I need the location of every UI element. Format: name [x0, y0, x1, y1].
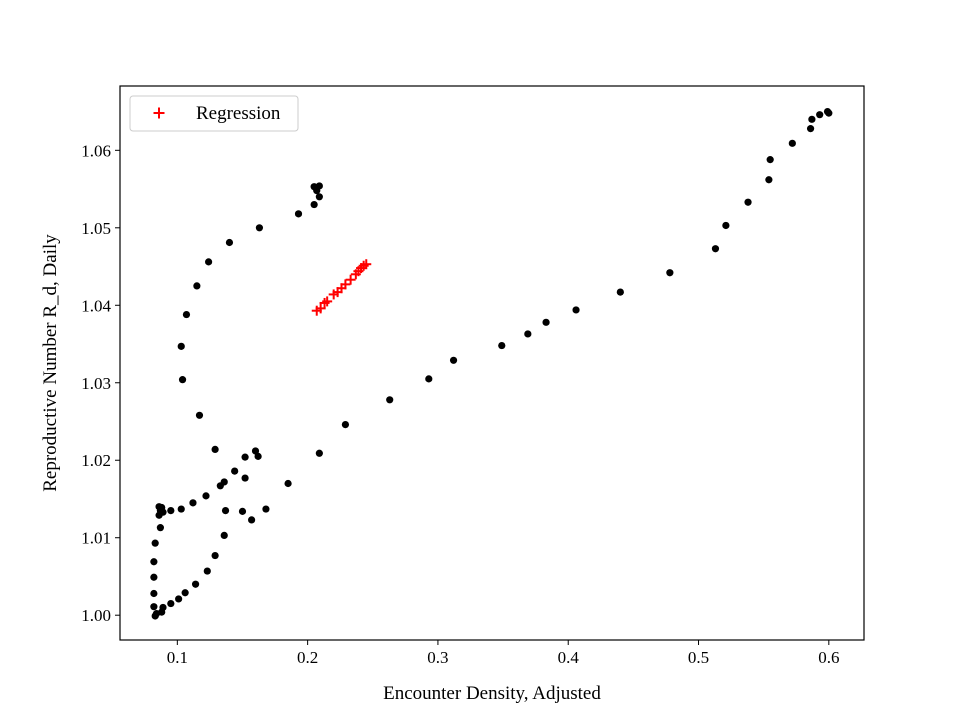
data-point: [150, 603, 158, 611]
data-point: [711, 245, 720, 253]
data-point: [181, 589, 189, 597]
data-point: [341, 420, 350, 429]
data-point: [238, 507, 247, 515]
x-tick-label: 0.5: [688, 648, 709, 667]
data-point: [241, 453, 249, 461]
data-point: [241, 474, 249, 482]
data-point: [666, 269, 674, 277]
plot-frame: [119, 85, 865, 641]
data-point: [765, 176, 773, 184]
data-point: [808, 115, 816, 123]
y-tick-label: 1.05: [81, 219, 111, 238]
data-point: [251, 447, 260, 455]
y-tick-label: 1.03: [81, 374, 111, 393]
x-axis-label: Encounter Density, Adjusted: [383, 683, 601, 704]
data-point: [425, 375, 433, 383]
legend-box: [129, 95, 299, 132]
data-point: [150, 558, 158, 566]
y-axis-label: Reproductive Number R_d, Daily: [40, 234, 61, 492]
x-tick-label: 0.2: [297, 648, 318, 667]
data-point: [788, 139, 796, 147]
data-point: [722, 221, 730, 230]
x-axis: 0.1 0.2 0.3 0.4 0.5 0.6: [167, 640, 839, 667]
legend-marker-regression: [153, 107, 165, 119]
data-point: [191, 580, 200, 588]
x-tick-label: 0.4: [558, 648, 580, 667]
y-tick-label: 1.02: [81, 451, 111, 470]
data-point: [150, 589, 158, 598]
data-point: [205, 258, 213, 266]
data-point: [825, 109, 833, 117]
data-point: [159, 508, 167, 516]
data-point: [175, 595, 183, 603]
data-point: [572, 306, 580, 314]
regression-point: [345, 274, 356, 285]
data-point: [231, 467, 239, 475]
data-point: [177, 342, 185, 350]
data-point: [542, 318, 550, 326]
data-point: [203, 567, 211, 575]
data-point: [211, 551, 219, 560]
data-points: [150, 107, 833, 620]
data-point: [294, 210, 303, 218]
data-point: [220, 531, 228, 539]
data-point: [159, 603, 167, 612]
x-tick-label: 0.3: [427, 648, 448, 667]
data-point: [193, 282, 201, 290]
data-point: [178, 376, 187, 384]
x-tick-label: 0.6: [818, 648, 839, 667]
data-point: [816, 111, 824, 119]
data-point: [315, 449, 323, 457]
regression-point: [322, 296, 333, 307]
legend-label-regression: Regression: [196, 103, 281, 124]
regression-point: [340, 279, 351, 290]
y-tick-label: 1.00: [81, 606, 111, 625]
data-point: [806, 125, 815, 133]
data-point: [225, 238, 234, 247]
data-point: [167, 507, 175, 515]
data-point: [150, 573, 158, 581]
data-point: [254, 452, 262, 460]
regression-point: [361, 259, 372, 270]
data-point: [616, 288, 624, 296]
data-point: [498, 341, 506, 350]
data-point: [211, 445, 219, 453]
legend: Regression: [129, 95, 299, 132]
data-point: [315, 193, 323, 201]
data-point: [202, 492, 210, 500]
data-point: [310, 200, 318, 209]
y-tick-label: 1.04: [81, 296, 111, 315]
data-point: [177, 505, 185, 513]
data-point: [167, 599, 175, 608]
data-point: [248, 516, 256, 524]
data-point: [195, 411, 204, 419]
x-tick-label: 0.1: [167, 648, 188, 667]
data-point: [262, 505, 270, 513]
data-point: [766, 156, 774, 164]
data-point: [220, 478, 228, 486]
data-point: [156, 524, 164, 532]
y-tick-label: 1.01: [81, 529, 111, 548]
y-axis: 1.00 1.01 1.02 1.03 1.04 1.05 1.06: [81, 141, 120, 625]
data-point: [151, 539, 159, 547]
data-point: [221, 507, 230, 515]
data-point: [386, 396, 394, 404]
data-point: [524, 330, 532, 338]
data-point: [255, 224, 264, 232]
data-point: [284, 479, 292, 488]
data-point: [313, 187, 321, 195]
regression-point: [315, 303, 326, 314]
data-point: [182, 310, 191, 319]
data-point: [744, 198, 752, 206]
data-point: [449, 356, 458, 364]
data-point: [189, 499, 197, 507]
y-tick-label: 1.06: [81, 141, 111, 160]
